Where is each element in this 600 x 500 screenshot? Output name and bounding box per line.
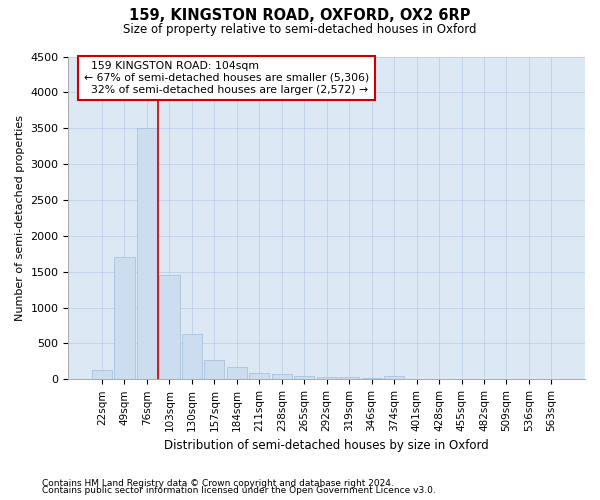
Bar [159, 276, 179, 380]
Text: Contains HM Land Registry data © Crown copyright and database right 2024.: Contains HM Land Registry data © Crown c… [42, 478, 394, 488]
Bar [317, 377, 337, 380]
Bar [362, 378, 382, 380]
Bar [249, 373, 269, 380]
Bar [294, 376, 314, 380]
Bar [227, 368, 247, 380]
Bar [384, 376, 404, 380]
X-axis label: Distribution of semi-detached houses by size in Oxford: Distribution of semi-detached houses by … [164, 440, 489, 452]
Bar [272, 374, 292, 380]
Bar [182, 334, 202, 380]
Text: 159, KINGSTON ROAD, OXFORD, OX2 6RP: 159, KINGSTON ROAD, OXFORD, OX2 6RP [129, 8, 471, 22]
Bar [204, 360, 224, 380]
Bar [137, 128, 157, 380]
Text: Size of property relative to semi-detached houses in Oxford: Size of property relative to semi-detach… [123, 22, 477, 36]
Bar [339, 377, 359, 380]
Text: 159 KINGSTON ROAD: 104sqm
← 67% of semi-detached houses are smaller (5,306)
  32: 159 KINGSTON ROAD: 104sqm ← 67% of semi-… [84, 62, 369, 94]
Bar [115, 258, 134, 380]
Text: Contains public sector information licensed under the Open Government Licence v3: Contains public sector information licen… [42, 486, 436, 495]
Y-axis label: Number of semi-detached properties: Number of semi-detached properties [15, 115, 25, 321]
Bar [92, 370, 112, 380]
